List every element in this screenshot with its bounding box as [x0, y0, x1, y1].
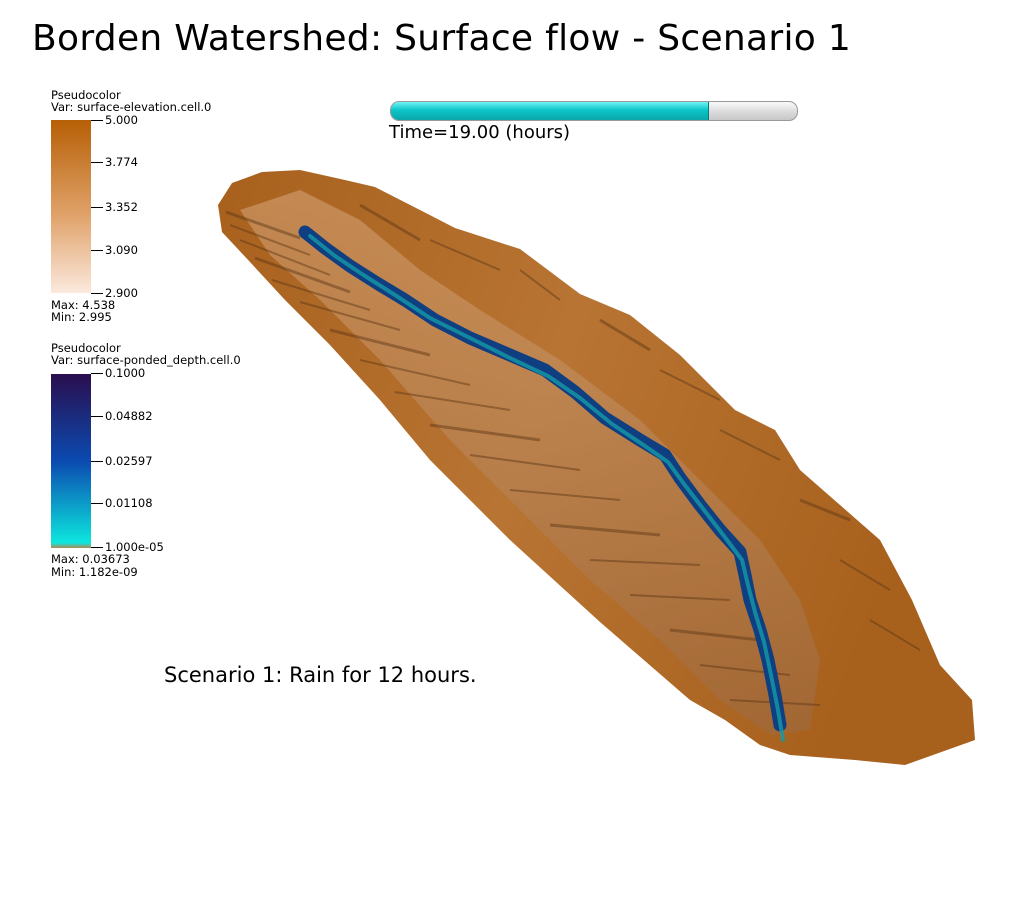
terrain-ridge	[299, 301, 401, 331]
depth-tick-4: 1.000e-05	[91, 541, 164, 553]
elevation-legend: Pseudocolor Var: surface-elevation.cell.…	[51, 89, 211, 113]
depth-tick-0: 0.1000	[91, 367, 145, 379]
depth-colorbar	[51, 374, 91, 548]
terrain-ridge	[254, 256, 351, 294]
terrain-ridge	[799, 498, 851, 522]
depth-tick-3: 0.01108	[91, 497, 153, 509]
terrain-ridge	[659, 369, 721, 401]
terrain-valley-shading	[240, 190, 820, 735]
terrain-ridge	[429, 423, 541, 442]
elevation-legend-heading: Pseudocolor	[51, 88, 121, 102]
terrain-ridge	[225, 210, 301, 240]
terrain-ridge	[839, 559, 891, 591]
depth-tick-2: 0.02597	[91, 455, 153, 467]
elevation-tick-0: 5.000	[91, 114, 138, 126]
terrain-ridge	[469, 454, 581, 471]
terrain-ridge	[394, 391, 511, 411]
depth-legend-heading: Pseudocolor	[51, 341, 121, 355]
terrain-ridge	[239, 239, 331, 276]
time-progress-bar	[390, 101, 798, 121]
elevation-tick-2: 3.352	[91, 201, 138, 213]
depth-max: Max: 0.03673	[51, 552, 130, 566]
depth-legend-var: Var: surface-ponded_depth.cell.0	[51, 353, 241, 367]
terrain-ridge	[359, 203, 421, 242]
terrain-ridge	[719, 429, 781, 461]
elevation-colorbar	[51, 120, 91, 293]
terrain-ridge	[629, 594, 731, 601]
scenario-caption: Scenario 1: Rain for 12 hours.	[164, 663, 477, 687]
elevation-tick-3: 3.090	[91, 244, 138, 256]
terrain-ridge	[669, 628, 761, 642]
terrain-ridge	[429, 239, 501, 271]
terrain-ridge	[589, 559, 701, 566]
depth-tick-1: 0.04882	[91, 410, 153, 422]
terrain-ridge	[519, 269, 561, 301]
terrain-ridge	[329, 328, 431, 357]
time-label: Time=19.00 (hours)	[389, 122, 571, 143]
terrain-ridge-lines	[225, 203, 921, 706]
elevation-min: Min: 2.995	[51, 310, 112, 324]
depth-legend: Pseudocolor Var: surface-ponded_depth.ce…	[51, 342, 241, 366]
surface-flow-stream-edge	[308, 234, 785, 742]
time-progress-fill	[391, 102, 709, 120]
terrain-ridge	[869, 619, 921, 651]
terrain-ridge	[599, 318, 651, 352]
terrain-ridge	[271, 279, 371, 311]
elevation-max: Max: 4.538	[51, 298, 116, 312]
depth-min: Min: 1.182e-09	[51, 565, 138, 579]
terrain-ridge	[229, 224, 311, 256]
elevation-tick-1: 3.774	[91, 156, 138, 168]
elevation-legend-var: Var: surface-elevation.cell.0	[51, 100, 212, 114]
terrain-ridge	[549, 523, 661, 537]
elevation-tick-4: 2.900	[91, 287, 138, 299]
terrain-ridge	[359, 359, 471, 386]
terrain-ridge	[509, 489, 621, 501]
page-title: Borden Watershed: Surface flow - Scenari…	[32, 18, 852, 59]
